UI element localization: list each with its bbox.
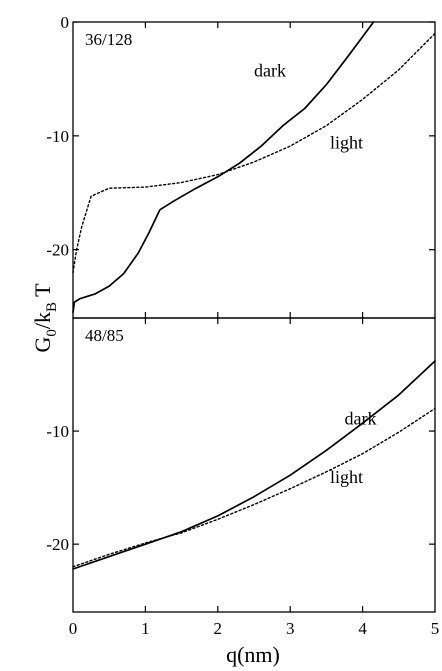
x-tick-label-4: 4 xyxy=(358,619,367,638)
x-axis: 0 1 2 3 4 5 xyxy=(69,619,440,638)
panel-top-label: 36/128 xyxy=(85,30,132,49)
panel-top-y-tick-label-0: 0 xyxy=(61,13,70,32)
x-tick-label-5: 5 xyxy=(431,619,440,638)
panel-bottom-annotation-dark: dark xyxy=(345,408,377,428)
panel-top-annotation-dark: dark xyxy=(254,61,286,81)
panel-top-y-tick-label-2: -20 xyxy=(46,241,69,260)
panel-bottom-series-dark-line xyxy=(72,360,436,570)
panel-bottom-series-light-line xyxy=(72,407,436,568)
panel-bottom-label: 48/85 xyxy=(85,326,124,345)
panel-top-series-light-line xyxy=(72,32,436,274)
panel-bottom-frame xyxy=(72,317,436,613)
y-axis-title: G0/kB T xyxy=(30,283,60,353)
panel-bottom-y-tick-label-0: -10 xyxy=(46,422,69,441)
y-title-t: T xyxy=(30,283,55,302)
y-title-subB: B xyxy=(44,302,60,312)
y-title-sub0: 0 xyxy=(44,329,60,337)
x-tick-label-2: 2 xyxy=(214,619,223,638)
panel-48-85: -10 -20 48/85 dark light xyxy=(46,317,436,613)
panel-36-128: 0 -10 -20 36/128 dark light xyxy=(46,13,436,319)
y-title-g: G xyxy=(30,337,55,353)
x-tick-label-3: 3 xyxy=(286,619,295,638)
y-title-k: /k xyxy=(30,312,55,329)
panel-top-annotation-light: light xyxy=(330,132,363,152)
panel-bottom-annotation-light: light xyxy=(330,467,363,487)
panel-top-series-dark-line xyxy=(72,21,375,314)
panel-top-y-tick-label-1: -10 xyxy=(46,127,69,146)
x-tick-label-0: 0 xyxy=(69,619,78,638)
panel-bottom-y-tick-label-1: -20 xyxy=(46,535,69,554)
x-tick-label-1: 1 xyxy=(141,619,150,638)
x-axis-title: q(nm) xyxy=(226,642,280,667)
